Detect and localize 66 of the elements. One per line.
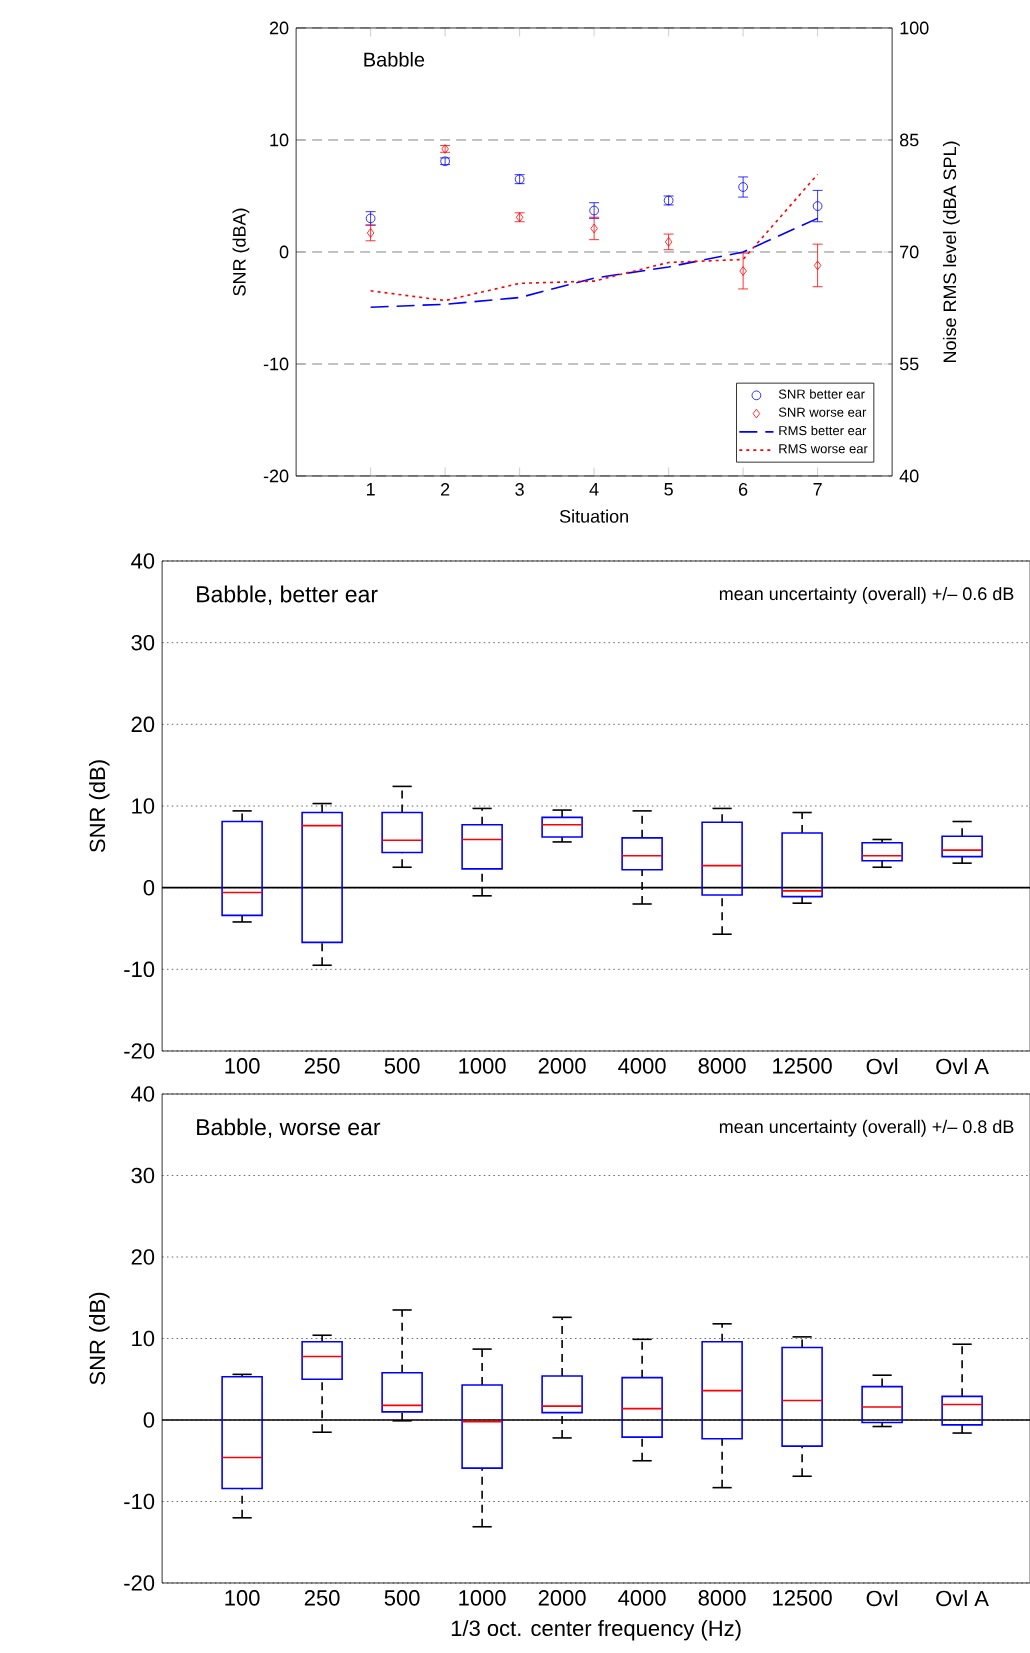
x-tick-label: 4 [589, 483, 599, 496]
x-tick-label: Ovl [866, 1058, 898, 1075]
annotation: Babble [364, 52, 425, 67]
x-tick-label: 8000 [698, 1058, 746, 1074]
x-tick-label: 8000 [698, 1590, 746, 1606]
y-axis-title: SNR (dB) [88, 760, 110, 853]
x-tick-label: 6 [738, 483, 748, 496]
x-tick-label: 12500 [773, 1590, 832, 1606]
y-tick-label: 20 [269, 21, 289, 35]
legend-label: RMS better ear [779, 425, 867, 436]
x-tick-label: 250 [304, 1058, 340, 1074]
x-tick-label: Ovl A [936, 1590, 989, 1607]
y2-tick-label: 85 [899, 133, 919, 147]
x-tick-label: 2000 [538, 1058, 586, 1074]
x-tick-label: 1 [366, 483, 375, 496]
y-tick-label: -20 [124, 1043, 155, 1059]
y-tick-label: 0 [279, 245, 289, 259]
y-tick-label: 10 [132, 1330, 155, 1347]
y-tick-label: 0 [143, 879, 155, 896]
y2-tick-label: 100 [900, 21, 929, 35]
y-tick-label: -10 [124, 961, 155, 978]
x-tick-label: 100 [225, 1590, 260, 1606]
legend-label: SNR worse ear [778, 407, 867, 417]
y-tick-label: -10 [263, 357, 289, 371]
y-tick-label: 30 [131, 634, 155, 651]
y-tick-label: 20 [131, 1249, 155, 1265]
y-tick-label: 30 [131, 1167, 155, 1184]
y2-tick-label: 55 [899, 357, 919, 371]
legend-label: SNR better ear [778, 389, 865, 399]
x-tick-label: 4000 [618, 1058, 666, 1074]
x-tick-label: 12500 [773, 1058, 832, 1074]
x-tick-label: 5 [664, 483, 673, 496]
y-tick-label: 40 [131, 1086, 155, 1102]
x-tick-label: 500 [384, 1590, 420, 1606]
y-tick-label: 10 [132, 798, 155, 814]
x-axis-title: 1/3 oct. center frequency (Hz) [451, 1619, 741, 1641]
y-tick-label: 40 [131, 553, 155, 569]
y-tick-label: 20 [131, 716, 155, 733]
x-tick-label: 2 [440, 483, 450, 496]
y-tick-label: 0 [143, 1412, 155, 1428]
y-tick-label: -20 [263, 469, 289, 483]
y2-tick-label: 40 [899, 469, 919, 483]
annotation: Babble, better ear [197, 585, 378, 606]
x-tick-label: Ovl A [936, 1058, 989, 1075]
annotation: Babble, worse ear [197, 1118, 381, 1139]
annotation: mean uncertainty (overall) +/– 0.6 dB [719, 586, 1014, 604]
x-tick-label: 2000 [538, 1590, 586, 1606]
x-tick-label: 1000 [459, 1058, 506, 1074]
x-tick-label: 250 [304, 1590, 340, 1606]
legend-label: RMS worse ear [779, 444, 868, 454]
x-tick-label: 1000 [459, 1590, 506, 1606]
y2-tick-label: 70 [900, 245, 919, 259]
x-tick-label: 3 [515, 483, 524, 496]
x-tick-label: 100 [225, 1058, 260, 1074]
y2-axis-title: Noise RMS level (dBA SPL) [942, 141, 960, 363]
y-tick-label: 10 [270, 133, 289, 147]
x-tick-label: Ovl [866, 1590, 898, 1607]
y-tick-label: -10 [124, 1493, 155, 1510]
y-axis-title: SNR (dB) [88, 1292, 110, 1385]
x-tick-label: 4000 [618, 1590, 666, 1606]
x-axis-title: Situation [559, 509, 628, 523]
x-tick-label: 500 [384, 1058, 420, 1074]
x-tick-label: 7 [813, 483, 822, 496]
y-axis-title: SNR (dBA) [232, 208, 250, 296]
y-tick-label: -20 [124, 1575, 155, 1591]
annotation: mean uncertainty (overall) +/– 0.8 dB [719, 1119, 1014, 1137]
